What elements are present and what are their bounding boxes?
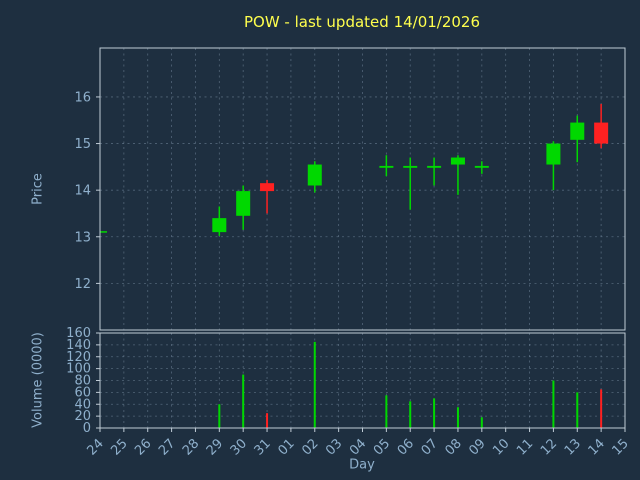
x-tick-label: 25 [108,436,130,458]
candle-body [450,157,465,165]
volume-tick-label: 160 [66,326,91,341]
x-tick-label: 05 [371,436,393,458]
volume-tick-label: 100 [66,362,91,377]
candles-group [100,103,609,236]
volume-tick-label: 80 [74,374,91,389]
candle-body [100,231,107,233]
x-tick-label: 07 [419,436,441,458]
x-tick-label: 06 [395,436,417,458]
candle-body [260,183,275,192]
x-tick-label: 15 [610,436,632,458]
x-tick-label: 12 [538,436,560,458]
volume-tick-label: 40 [74,397,91,412]
candle-body [403,165,418,168]
chart-title: POW - last updated 14/01/2026 [243,13,481,31]
x-tick-label: 28 [180,436,202,458]
candle-body [427,165,442,168]
x-tick-label: 02 [299,436,321,458]
volume-axis-label: Volume (0000) [30,332,46,428]
volume-tick-label: 120 [66,350,91,365]
price-tick-label: 15 [74,137,91,152]
x-tick-label: 04 [347,436,369,458]
x-tick-label: 01 [275,436,297,458]
candle-body [236,191,251,216]
volume-tick-label: 60 [74,385,91,400]
x-tick-label: 10 [490,436,512,458]
x-axis-label: Day [349,457,375,473]
candle-body [546,143,561,165]
price-tick-label: 14 [74,184,91,199]
x-tick-label: 14 [586,436,608,458]
x-tick-label: 09 [466,436,488,458]
volume-tick-label: 20 [74,409,91,424]
candle-body [307,164,322,186]
candle-body [594,122,609,144]
x-tick-label: 08 [442,436,464,458]
x-tick-label: 11 [514,436,536,458]
candle-body [379,165,394,168]
volume-tick-label: 140 [66,338,91,353]
price-tick-label: 16 [74,90,91,105]
x-tick-label: 13 [562,436,584,458]
x-tick-label: 26 [132,436,154,458]
x-tick-label: 30 [228,436,250,458]
price-tick-label: 13 [74,230,91,245]
price-tick-label: 12 [74,277,91,292]
price-axis-label: Price [30,173,46,205]
candle-body [212,218,227,233]
x-tick-label: 29 [204,436,226,458]
x-tick-label: 31 [252,436,274,458]
x-tick-label: 03 [323,436,345,458]
x-tick-label: 24 [85,436,107,458]
panel-border [99,47,626,331]
candle-body [570,122,585,140]
volume-tick-label: 0 [83,421,91,436]
x-tick-label: 27 [156,436,178,458]
candle-body [474,165,489,168]
